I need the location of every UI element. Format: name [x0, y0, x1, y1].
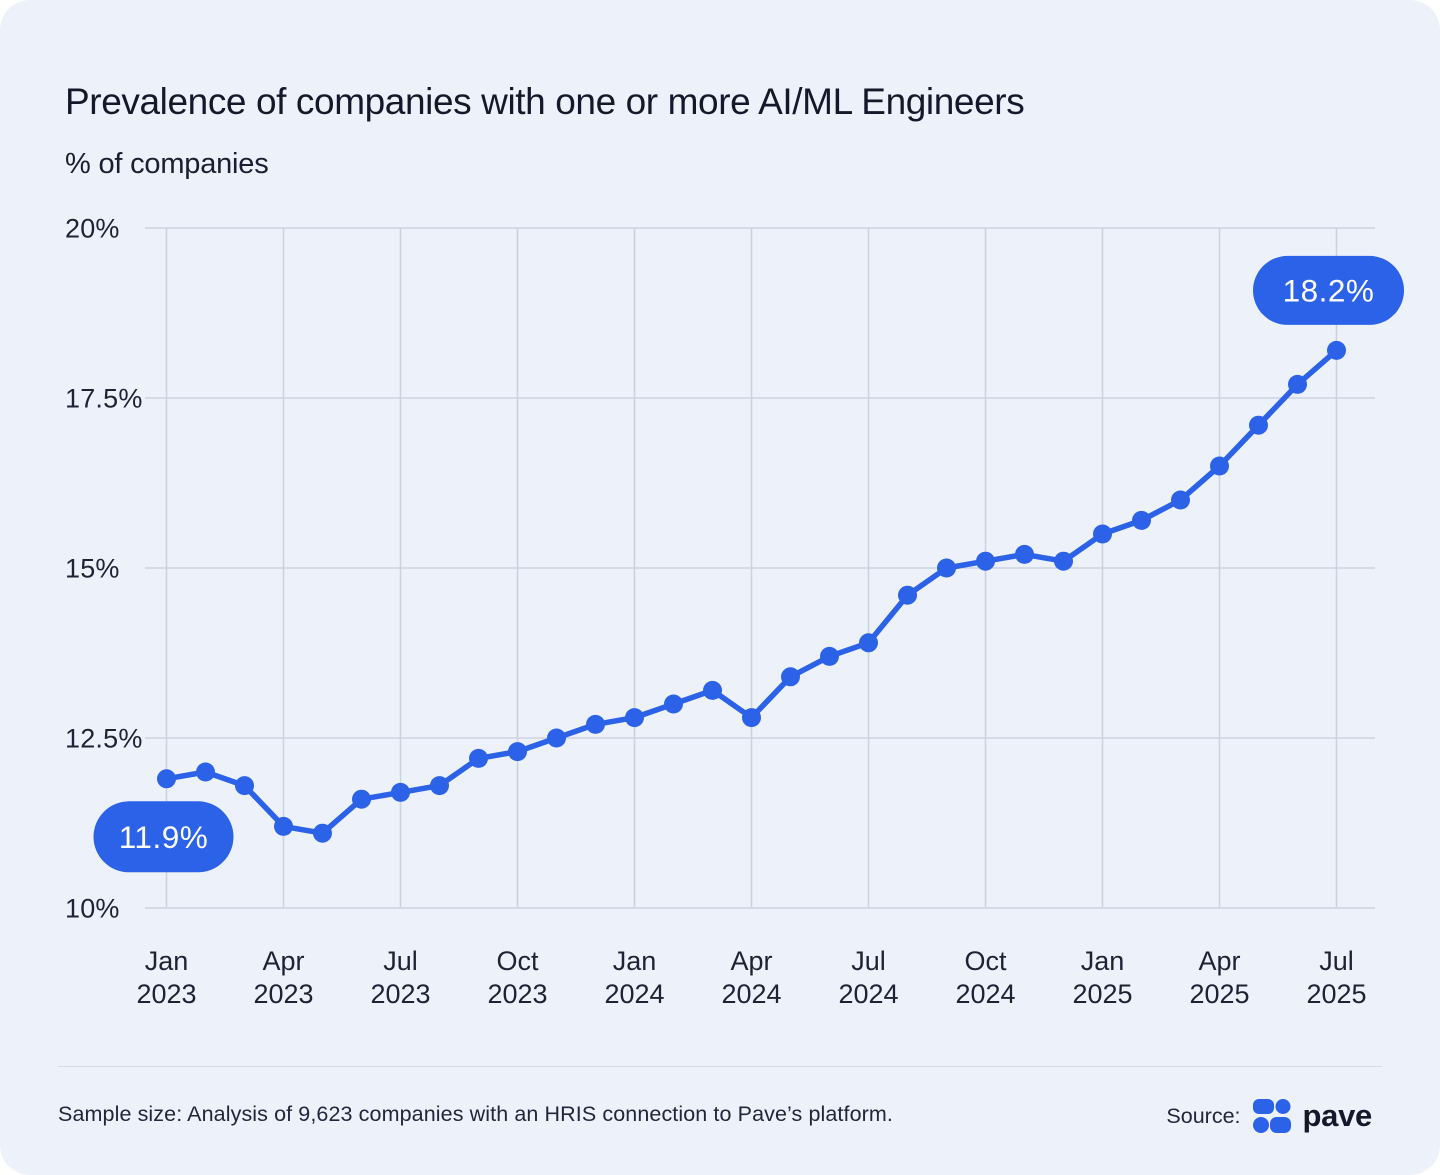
footer-divider [58, 1066, 1382, 1067]
y-tick-label: 17.5% [65, 384, 143, 414]
callout-label: 18.2% [1283, 272, 1375, 308]
data-point [664, 694, 683, 714]
data-point [157, 769, 176, 789]
x-tick-label: Jan 2025 [1072, 946, 1132, 1009]
line-chart: 10% 12.5% 15% 17.5% 20% Jan 2023 Apr 2023 Jul 2023… [65, 214, 1404, 1009]
data-point [1210, 456, 1229, 476]
data-point [547, 728, 566, 748]
callout-pill [93, 801, 234, 873]
page-title: Prevalence of companies with one or more… [65, 80, 1025, 122]
data-point [820, 646, 839, 666]
data-point [1327, 340, 1346, 360]
y-tick-label: 20% [65, 214, 120, 244]
data-point [430, 776, 449, 796]
y-tick-label: 10% [65, 894, 120, 924]
data-point [625, 708, 644, 728]
pave-logo-icon [1252, 1099, 1291, 1133]
x-tick-label: Jan 2024 [604, 946, 664, 1009]
data-point [469, 748, 488, 768]
data-point [742, 708, 761, 728]
y-tick-label: 12.5% [65, 724, 143, 754]
data-point [937, 558, 956, 578]
data-point [352, 789, 371, 809]
data-point [1093, 524, 1112, 544]
source-label: Source: [1166, 1103, 1241, 1128]
data-point [586, 714, 605, 734]
data-point [898, 585, 917, 605]
chart-canvas: 10% 12.5% 15% 17.5% 20% Jan 2023 Apr 2023 Jul 2023… [65, 214, 1404, 1009]
data-point [1132, 510, 1151, 530]
x-tick-label: Oct 2024 [955, 946, 1015, 1009]
data-point [235, 776, 254, 796]
data-point [508, 742, 527, 762]
x-tick-label: Jan 2023 [136, 946, 196, 1009]
data-point [1054, 551, 1073, 571]
x-tick-label: Apr 2023 [253, 946, 313, 1009]
x-tick-label: Jul 2023 [370, 946, 430, 1009]
data-point [976, 551, 995, 571]
callout-label: 11.9% [119, 819, 208, 855]
data-point [781, 667, 800, 687]
callout-pill [1253, 255, 1404, 325]
x-tick-label: Apr 2024 [721, 946, 781, 1009]
data-point [313, 823, 332, 843]
data-point [1171, 490, 1190, 510]
y-tick-label: 15% [65, 554, 120, 584]
data-point [196, 762, 215, 782]
y-axis-title: % of companies [65, 148, 269, 180]
x-tick-label: Jul 2024 [838, 946, 898, 1009]
data-point [274, 816, 293, 836]
data-point [859, 633, 878, 653]
x-tick-label: Jul 2025 [1306, 946, 1366, 1009]
x-tick-label: Apr 2025 [1189, 946, 1249, 1009]
data-point [1288, 374, 1307, 394]
source-attribution: Source: pave [1166, 1096, 1372, 1136]
pave-wordmark: pave [1302, 1098, 1373, 1133]
data-point [1015, 544, 1034, 564]
data-point [703, 680, 722, 700]
sample-size-note: Sample size: Analysis of 9,623 companies… [58, 1102, 893, 1126]
data-point [1249, 415, 1268, 435]
data-point [391, 782, 410, 802]
x-tick-label: Oct 2023 [487, 946, 547, 1009]
